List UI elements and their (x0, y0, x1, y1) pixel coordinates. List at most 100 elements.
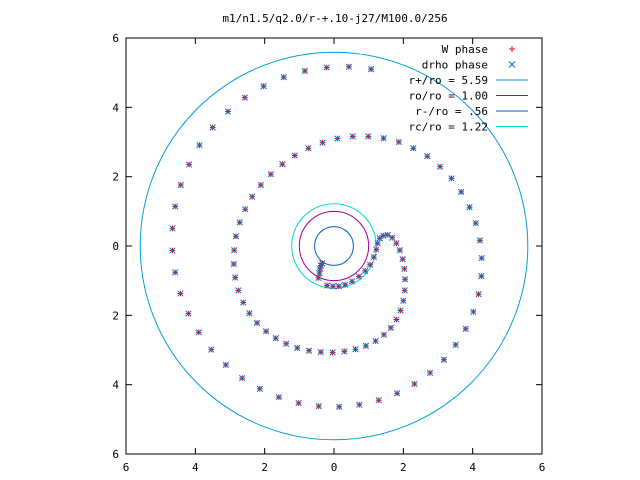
x-tick-label: 0 (331, 461, 338, 474)
drho-phase-point (365, 133, 372, 140)
reference-circles (139, 51, 529, 441)
x-tick-label: 2 (261, 461, 268, 474)
drho-phase-point (242, 206, 249, 213)
drho-phase-point (478, 254, 485, 262)
drho-phase-point (355, 273, 363, 280)
y-tick-label: 4 (112, 101, 119, 114)
drho-phase-point (169, 247, 176, 254)
drho-phase-point (395, 138, 402, 146)
drho-phase-point (280, 74, 287, 81)
chart-title: m1/n1.5/q2.0/r-+.10-j27/M100.0/256 (222, 12, 447, 25)
drho-phase-point (367, 66, 375, 73)
drho-phase-point (475, 291, 482, 298)
drho-phase-point (315, 274, 322, 282)
drho-phase-point (362, 267, 369, 275)
drho-phase-point (334, 135, 341, 142)
drho-phase-point (411, 380, 418, 388)
drho-phase-point (452, 341, 459, 348)
drho-phase-point (476, 237, 484, 244)
circle-3 (291, 203, 377, 289)
drho-phase-point (356, 401, 363, 408)
drho-phase-point (262, 328, 270, 335)
legend-label: r-/ro = .56 (415, 105, 488, 118)
drho-phase-point (267, 171, 275, 178)
x-tick-label: 2 (400, 461, 407, 474)
drho-phase-point (372, 337, 379, 345)
drho-phase-point (323, 282, 331, 289)
drho-phase-point (222, 361, 229, 369)
y-tick-label: 4 (112, 379, 119, 392)
drho-phase-point (397, 307, 404, 314)
phase-points (169, 63, 485, 411)
drho-phase-point (352, 346, 359, 353)
drho-phase-point (317, 348, 324, 356)
x-tick-label: 4 (192, 461, 199, 474)
drho-phase-point (172, 203, 179, 210)
legend-label: drho phase (422, 59, 488, 72)
drho-phase-point (241, 94, 249, 101)
drho-phase-point (294, 344, 301, 352)
drho-phase-point (275, 393, 283, 401)
legend: W phase drho phase r+/ro = 5.59 ro/ro = 1.0… (409, 43, 528, 134)
drho-phase-point (185, 161, 193, 168)
drho-phase-point (472, 219, 479, 227)
drho-phase-point (238, 374, 246, 382)
drho-phase-point (436, 163, 444, 170)
drho-phase-point (319, 139, 326, 146)
drho-phase-point (384, 231, 391, 239)
drho-phase-point (370, 253, 378, 261)
drho-phase-point (208, 346, 215, 353)
drho-phase-point (387, 324, 395, 331)
circle-2 (314, 226, 354, 266)
drho-phase-point (375, 397, 382, 404)
drho-phase-point (246, 310, 253, 317)
legend-label: rc/ro = 1.22 (409, 121, 488, 134)
drho-phase-point (336, 403, 343, 411)
drho-phase-point (224, 108, 232, 115)
drho-phase-point (440, 356, 448, 363)
drho-phase-point (295, 399, 302, 407)
drho-phase-point (185, 310, 192, 317)
drho-phase-point (329, 349, 336, 356)
drho-phase-point (399, 256, 406, 263)
drho-phase-point (260, 83, 267, 90)
circle-1 (298, 210, 370, 282)
drho-phase-point (458, 188, 465, 196)
drho-phase-point (345, 63, 353, 70)
drho-phase-point (393, 316, 400, 323)
drho-phase-point (283, 340, 290, 347)
drho-phase-point (380, 331, 388, 338)
drho-phase-point (253, 319, 261, 327)
drho-phase-point (426, 369, 434, 377)
drho-phase-point (341, 281, 349, 288)
drho-phase-point (196, 141, 203, 149)
drho-phase-point (396, 247, 404, 254)
legend-key (508, 61, 516, 68)
drho-phase-point (172, 269, 179, 276)
drho-phase-point (462, 325, 469, 333)
drho-phase-point (301, 67, 309, 75)
drho-phase-point (380, 135, 387, 142)
drho-phase-point (305, 347, 313, 354)
drho-phase-point (341, 348, 348, 355)
drho-phase-point (272, 335, 279, 342)
drho-phase-point (232, 274, 239, 281)
drho-phase-point (349, 133, 356, 140)
drho-phase-point (177, 290, 184, 297)
circle-0 (139, 51, 529, 441)
drho-phase-point (466, 204, 473, 211)
drho-phase-point (279, 161, 286, 168)
drho-phase-point (231, 247, 238, 254)
drho-phase-point (362, 342, 370, 349)
y-tick-label: 2 (112, 171, 119, 184)
drho-phase-point (291, 152, 298, 159)
legend-label: r+/ro = 5.59 (409, 74, 488, 87)
y-tick-label: 2 (112, 309, 119, 322)
drho-phase-point (329, 283, 337, 290)
x-tick-label: 6 (123, 461, 130, 474)
y-tick-label: 6 (112, 32, 119, 45)
drho-phase-point (235, 287, 242, 294)
drho-phase-point (424, 153, 431, 160)
